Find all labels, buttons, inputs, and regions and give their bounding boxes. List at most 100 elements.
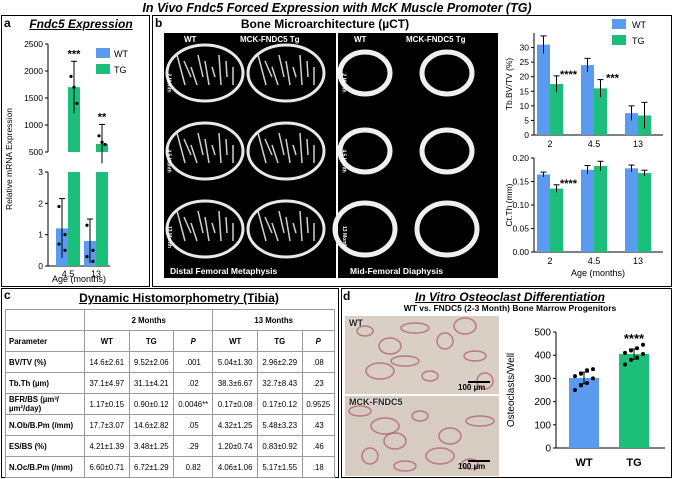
table-row: ES/BS (%) 4.21±1.39 3.48±1.25.29 1.20±0.74 0…	[5, 435, 336, 457]
osteoclast-cell	[425, 447, 455, 465]
row-header: N.Oc/B.Pm (/mm)	[5, 456, 85, 478]
legend-swatch-wt	[612, 19, 626, 29]
y-tick-label: 25	[520, 57, 530, 67]
y-tick-label: 0.10	[512, 200, 529, 210]
osteoclast-cell	[411, 410, 429, 422]
trabecula	[183, 60, 192, 78]
x-tick-label: 4.5	[588, 256, 601, 266]
trabecula	[211, 144, 216, 156]
y-tick-label: 0.05	[512, 224, 529, 234]
table-cell: .18	[301, 456, 336, 478]
osteoclast-cell	[378, 337, 402, 355]
table-cell: .29	[173, 435, 214, 457]
significance-marker: **	[98, 111, 107, 123]
trabecula	[264, 216, 273, 234]
table-cell: .02	[173, 372, 214, 394]
trabecula	[278, 210, 285, 234]
bar-wt	[537, 174, 550, 252]
col-label-tg-1: MCK-FNDC5 Tg	[240, 35, 300, 44]
trabecula	[292, 144, 297, 156]
trabecula	[285, 138, 291, 164]
col-header: TG	[128, 330, 175, 352]
data-point	[85, 255, 89, 259]
row-header: Tb.Th (µm)	[5, 372, 85, 394]
trabecula	[271, 222, 279, 242]
data-point	[641, 352, 645, 357]
trabecula	[264, 138, 273, 156]
row-header: BV/TV (%)	[5, 351, 85, 373]
trabecula	[211, 222, 216, 234]
trabecula	[257, 210, 267, 242]
trabecula	[225, 138, 228, 156]
row-label-13-right: 13 Month	[340, 226, 347, 248]
trabecula	[183, 138, 192, 156]
uct-drawing	[165, 43, 480, 259]
table-cell: 32.7±8.43	[256, 372, 303, 394]
caption-mid: Mid-Femoral Diaphysis	[350, 266, 444, 276]
col-label-wt-2: WT	[354, 35, 367, 44]
legend-label-tg: TG	[632, 36, 645, 46]
scale-bar-2: 100 µm	[458, 462, 486, 471]
legend-label-wt: WT	[114, 49, 128, 59]
table-cell: 17.7±3.07	[84, 414, 130, 436]
col-label-tg-2: MCK-FNDC5 Tg	[406, 35, 466, 44]
col-header: WT	[212, 330, 258, 352]
data-point	[63, 233, 67, 237]
trabecula	[176, 210, 186, 242]
trabecula	[218, 210, 222, 242]
significance-marker: ****	[560, 178, 578, 190]
table-cell: 5.17±1.55	[256, 456, 303, 478]
trabecula	[218, 132, 222, 164]
x-tick-label: 13	[633, 256, 643, 266]
trabecula	[257, 132, 267, 164]
x-tick-label: 13	[91, 269, 101, 279]
data-point	[97, 134, 101, 138]
diaphysis-cortex	[337, 49, 393, 97]
osteoclast-cell	[383, 432, 407, 450]
trabecula	[306, 138, 309, 156]
data-point	[57, 242, 61, 246]
col-header: Parameter	[5, 330, 85, 352]
trabecula	[211, 66, 216, 78]
x-tick-label: WT	[575, 457, 592, 469]
row-label-4-5-right: 4.5 Month	[340, 149, 347, 173]
data-point	[91, 259, 95, 263]
table-cell: 0.0046**	[173, 393, 214, 415]
col-header: P	[301, 330, 336, 352]
data-point	[623, 362, 627, 367]
table-cell: 14.6±2.61	[84, 351, 130, 373]
y-tick-label: 500	[534, 328, 551, 339]
y-tick-label: 500	[29, 147, 43, 157]
osteoclasts-chart: 0 100 200 300 400 500 Osteoclasts/Well WT TG ****	[506, 328, 665, 469]
legend-swatch-tg	[612, 35, 626, 45]
y-tick-label: 10	[520, 101, 530, 111]
table-cell: .46	[301, 435, 336, 457]
bar-tg	[594, 88, 607, 135]
bar-wt	[537, 44, 550, 135]
osteoclast-cell	[453, 317, 477, 335]
trabecula	[225, 60, 228, 78]
data-point	[585, 381, 589, 386]
trabecula	[197, 132, 204, 156]
trabecula	[225, 216, 228, 234]
row-label-2-right: 2 Month	[340, 73, 347, 93]
trabecula	[190, 144, 198, 164]
y-tick-label: 100	[534, 420, 551, 431]
row-header: ES/BS (%)	[5, 435, 85, 457]
y-tick-label: 0	[524, 130, 529, 140]
diaphysis-cortex	[337, 127, 393, 175]
data-point	[629, 348, 633, 353]
data-point	[635, 346, 639, 351]
data-point	[69, 74, 73, 78]
ct-th-chart: 0.00 0.05 0.10 0.15 0.20 Ct.Th (mm) 2 **** 4.5 13…	[504, 153, 663, 278]
trabecula	[299, 54, 303, 86]
trabecula	[278, 54, 285, 78]
data-point	[63, 248, 67, 252]
diaphysis-cortex	[419, 49, 475, 97]
row-label-4-5: 4.5 Month	[165, 149, 172, 173]
table-cell: 14.6±2.82	[128, 414, 175, 436]
table-cell: 6.72±1.29	[128, 456, 175, 478]
data-point	[103, 142, 107, 147]
col-header: TG	[256, 330, 303, 352]
row-header: N.Ob/B.Pm (/mm)	[5, 414, 85, 436]
